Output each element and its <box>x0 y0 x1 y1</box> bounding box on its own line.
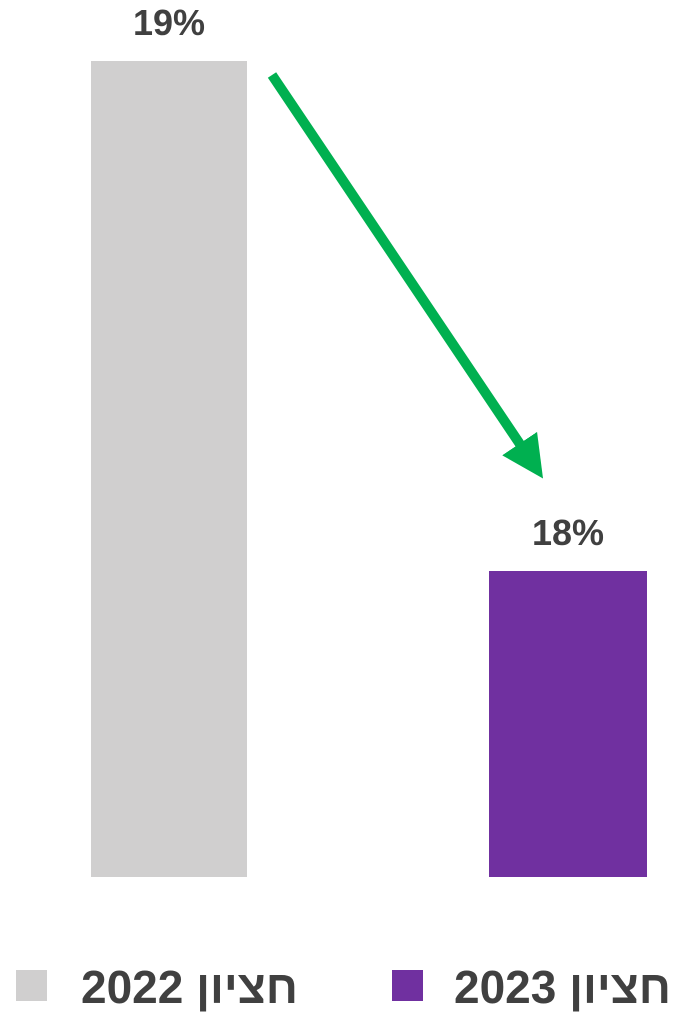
value-label-1: 19% <box>133 2 205 43</box>
legend-swatch-1 <box>16 970 47 1001</box>
bar-2 <box>489 571 647 877</box>
bars-group <box>91 61 647 877</box>
legend-label-1: חציון 2022 <box>81 961 298 1012</box>
trend-arrow <box>267 72 544 479</box>
legend-label-2: חציון 2023 <box>454 961 671 1012</box>
bar-1 <box>91 61 247 877</box>
legend: חציון 2022 חציון 2023 <box>16 961 671 1012</box>
legend-swatch-2 <box>392 970 423 1001</box>
value-labels-group: 19% 18% <box>133 2 604 553</box>
value-label-2: 18% <box>532 512 604 553</box>
